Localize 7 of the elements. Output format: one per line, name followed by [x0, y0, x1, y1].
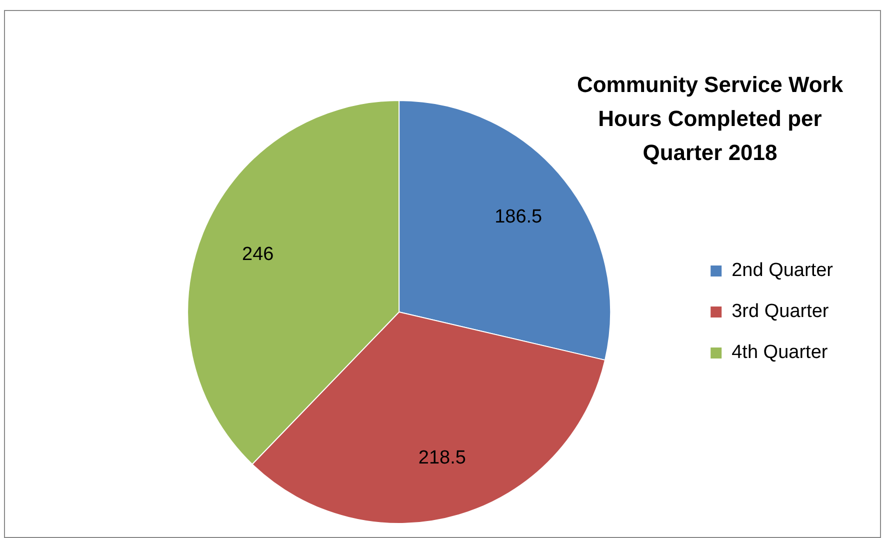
legend-label: 4th Quarter: [732, 342, 828, 364]
chart-title: Community Service Work Hours Completed per Quarter 2018: [576, 71, 844, 167]
legend-label: 2nd Quarter: [732, 260, 834, 282]
legend-label: 3rd Quarter: [732, 301, 830, 322]
data-label: 246: [242, 244, 274, 266]
data-label: 218.5: [418, 447, 466, 468]
data-label: 186.5: [494, 206, 542, 228]
